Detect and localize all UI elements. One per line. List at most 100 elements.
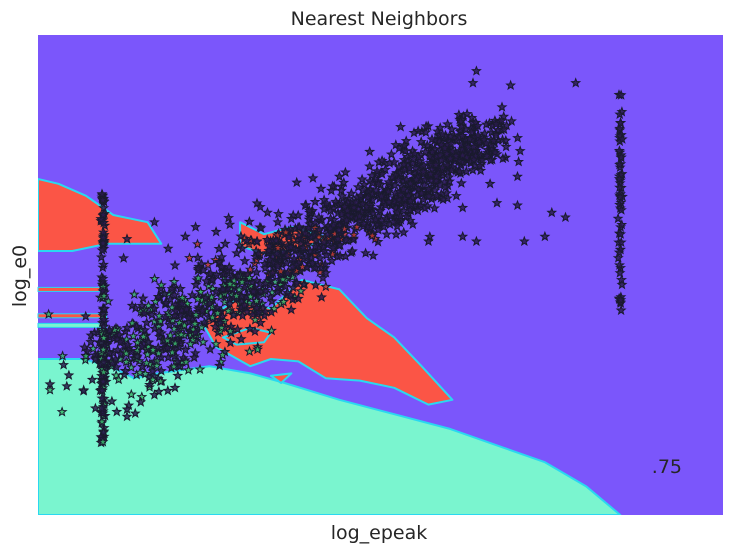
data-point-908 [153, 326, 165, 337]
data-point-626 [280, 280, 291, 292]
data-point-818 [444, 175, 455, 187]
data-point-1273 [464, 133, 476, 144]
data-point-644 [80, 310, 92, 321]
data-point-1557 [614, 191, 626, 202]
data-point-1200 [224, 337, 236, 348]
data-point-1250 [351, 221, 363, 232]
data-point-1371 [136, 340, 148, 352]
data-point-1610 [560, 211, 571, 223]
data-point-1345 [267, 267, 279, 278]
data-point-1638 [207, 274, 219, 285]
data-point-1154 [439, 142, 451, 153]
data-point-593 [147, 365, 159, 377]
data-point-906 [500, 141, 512, 152]
data-point-1152 [277, 273, 289, 285]
data-point-959 [367, 207, 379, 219]
data-point-1382 [408, 127, 420, 138]
data-point-289 [320, 280, 332, 292]
data-point-1080 [293, 229, 305, 240]
data-point-1642 [190, 326, 201, 338]
data-point-1379 [420, 126, 432, 138]
data-point-1309 [405, 195, 416, 206]
data-point-591 [424, 230, 436, 242]
data-point-1303 [224, 325, 236, 336]
data-point-1299 [419, 202, 431, 213]
data-point-803 [345, 187, 357, 199]
data-point-1381 [325, 205, 337, 216]
region-class-0-5 [269, 372, 293, 384]
data-point-1594 [399, 139, 410, 151]
data-point-1625 [149, 302, 160, 314]
data-point-391 [203, 280, 215, 292]
data-point-1308 [205, 268, 217, 279]
data-point-889 [44, 384, 56, 395]
data-point-1394 [223, 261, 235, 272]
data-point-99 [513, 156, 525, 167]
data-point-1038 [161, 334, 173, 346]
data-point-998 [153, 310, 165, 321]
data-point-913 [129, 407, 141, 419]
data-point-1232 [398, 183, 410, 194]
data-point-1390 [233, 270, 244, 281]
data-point-616 [128, 288, 140, 300]
data-point-1619 [190, 221, 201, 232]
data-point-202 [219, 296, 231, 307]
data-point-981 [192, 303, 204, 314]
data-point-1346 [78, 385, 89, 396]
data-point-943 [489, 146, 501, 158]
data-point-1032 [282, 267, 293, 278]
data-point-978 [299, 227, 311, 238]
data-point-1252 [263, 240, 275, 251]
data-point-1508 [95, 251, 107, 262]
data-point-1227 [219, 238, 231, 249]
data-point-1169 [412, 125, 424, 136]
data-point-1609 [546, 206, 558, 218]
boundary-band-0 [37, 286, 107, 292]
data-point-1332 [404, 177, 416, 189]
data-point-1103 [355, 189, 367, 201]
data-point-286 [356, 173, 368, 184]
data-point-1265 [180, 303, 192, 314]
data-point-1202 [371, 165, 383, 176]
data-point-1529 [98, 356, 110, 368]
data-point-807 [162, 342, 173, 353]
data-point-1197 [395, 189, 407, 200]
data-point-139 [450, 190, 462, 201]
data-point-782 [291, 277, 303, 288]
data-point-1298 [383, 196, 395, 207]
data-point-1336 [481, 137, 492, 148]
data-point-1124 [192, 262, 204, 274]
data-point-1384 [120, 347, 132, 359]
data-point-1148 [265, 291, 276, 302]
data-point-1185 [169, 337, 181, 349]
data-point-662 [348, 229, 360, 240]
data-point-1201 [400, 173, 412, 185]
data-point-751 [251, 266, 262, 277]
data-point-1386 [373, 178, 384, 189]
data-point-1225 [255, 222, 267, 233]
data-point-1275 [434, 149, 446, 161]
data-point-382 [364, 160, 376, 172]
data-point-135 [455, 177, 467, 188]
data-point-1001 [213, 256, 225, 267]
data-point-1089 [164, 329, 176, 341]
data-point-1597 [327, 180, 338, 191]
data-point-79 [307, 172, 319, 183]
data-point-732 [173, 317, 185, 328]
data-point-261 [272, 208, 284, 219]
data-point-1251 [384, 210, 396, 221]
data-point-1624 [162, 242, 174, 254]
data-point-962 [322, 229, 333, 240]
data-point-1578 [613, 173, 625, 184]
data-point-652 [43, 308, 55, 319]
data-point-773 [352, 181, 364, 192]
y-axis-label: log_e0 [9, 245, 31, 307]
data-point-291 [125, 388, 137, 400]
data-point-1636 [121, 410, 133, 422]
data-point-1302 [383, 176, 395, 187]
data-point-1217 [192, 293, 204, 304]
data-point-1243 [457, 149, 469, 161]
data-point-1242 [143, 336, 155, 348]
data-point-707 [137, 292, 149, 304]
data-point-811 [399, 145, 411, 156]
